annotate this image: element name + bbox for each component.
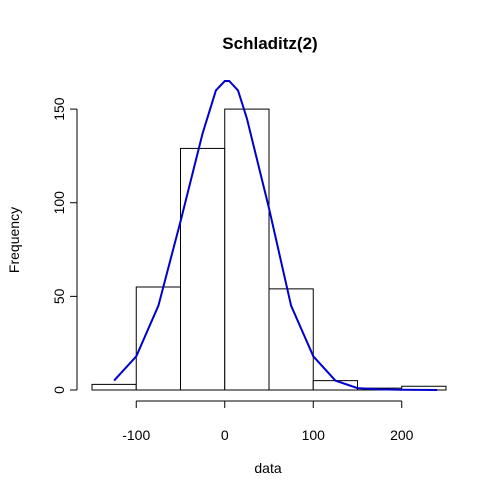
histogram-bar-0 [91,383,137,391]
chart-title: Schladitz(2) [222,34,317,53]
y-tick-label-1: 50 [51,288,67,304]
y-tick-label-2: 100 [51,191,67,215]
x-tick-label-2: 100 [302,427,326,443]
x-tick-label-0: -100 [122,427,150,443]
y-tick-label-3: 150 [51,97,67,121]
histogram-bar-3 [224,108,270,391]
y-tick-label-0: 0 [51,386,67,394]
x-tick-label-3: 200 [390,427,414,443]
x-axis: -100 0 100 200 [122,400,414,443]
x-axis-label: data [254,460,281,476]
histogram-bars [91,108,447,391]
histogram-bar-2 [180,147,226,391]
y-axis-label: Frequency [6,207,22,273]
x-tick-label-1: 0 [221,427,229,443]
density-curve [113,80,438,391]
y-axis: 0 50 100 150 [51,97,78,394]
